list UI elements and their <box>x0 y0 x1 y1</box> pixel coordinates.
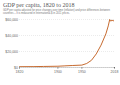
svg-text:$40,000: $40,000 <box>5 34 18 38</box>
svg-text:2018: 2018 <box>111 69 119 73</box>
svg-text:1950: 1950 <box>78 69 86 73</box>
html-text:GDP per capita adjusted for pr: GDP per capita adjusted for price change… <box>3 9 110 15</box>
html-text:GDP per capita, 1820 to 2018: GDP per capita, 1820 to 2018 <box>3 2 75 8</box>
svg-text:$0: $0 <box>14 65 18 70</box>
svg-text:$20,000: $20,000 <box>5 50 18 54</box>
svg-text:1900: 1900 <box>54 69 62 73</box>
svg-text:1820: 1820 <box>16 69 24 73</box>
svg-text:$60,000: $60,000 <box>5 18 18 22</box>
